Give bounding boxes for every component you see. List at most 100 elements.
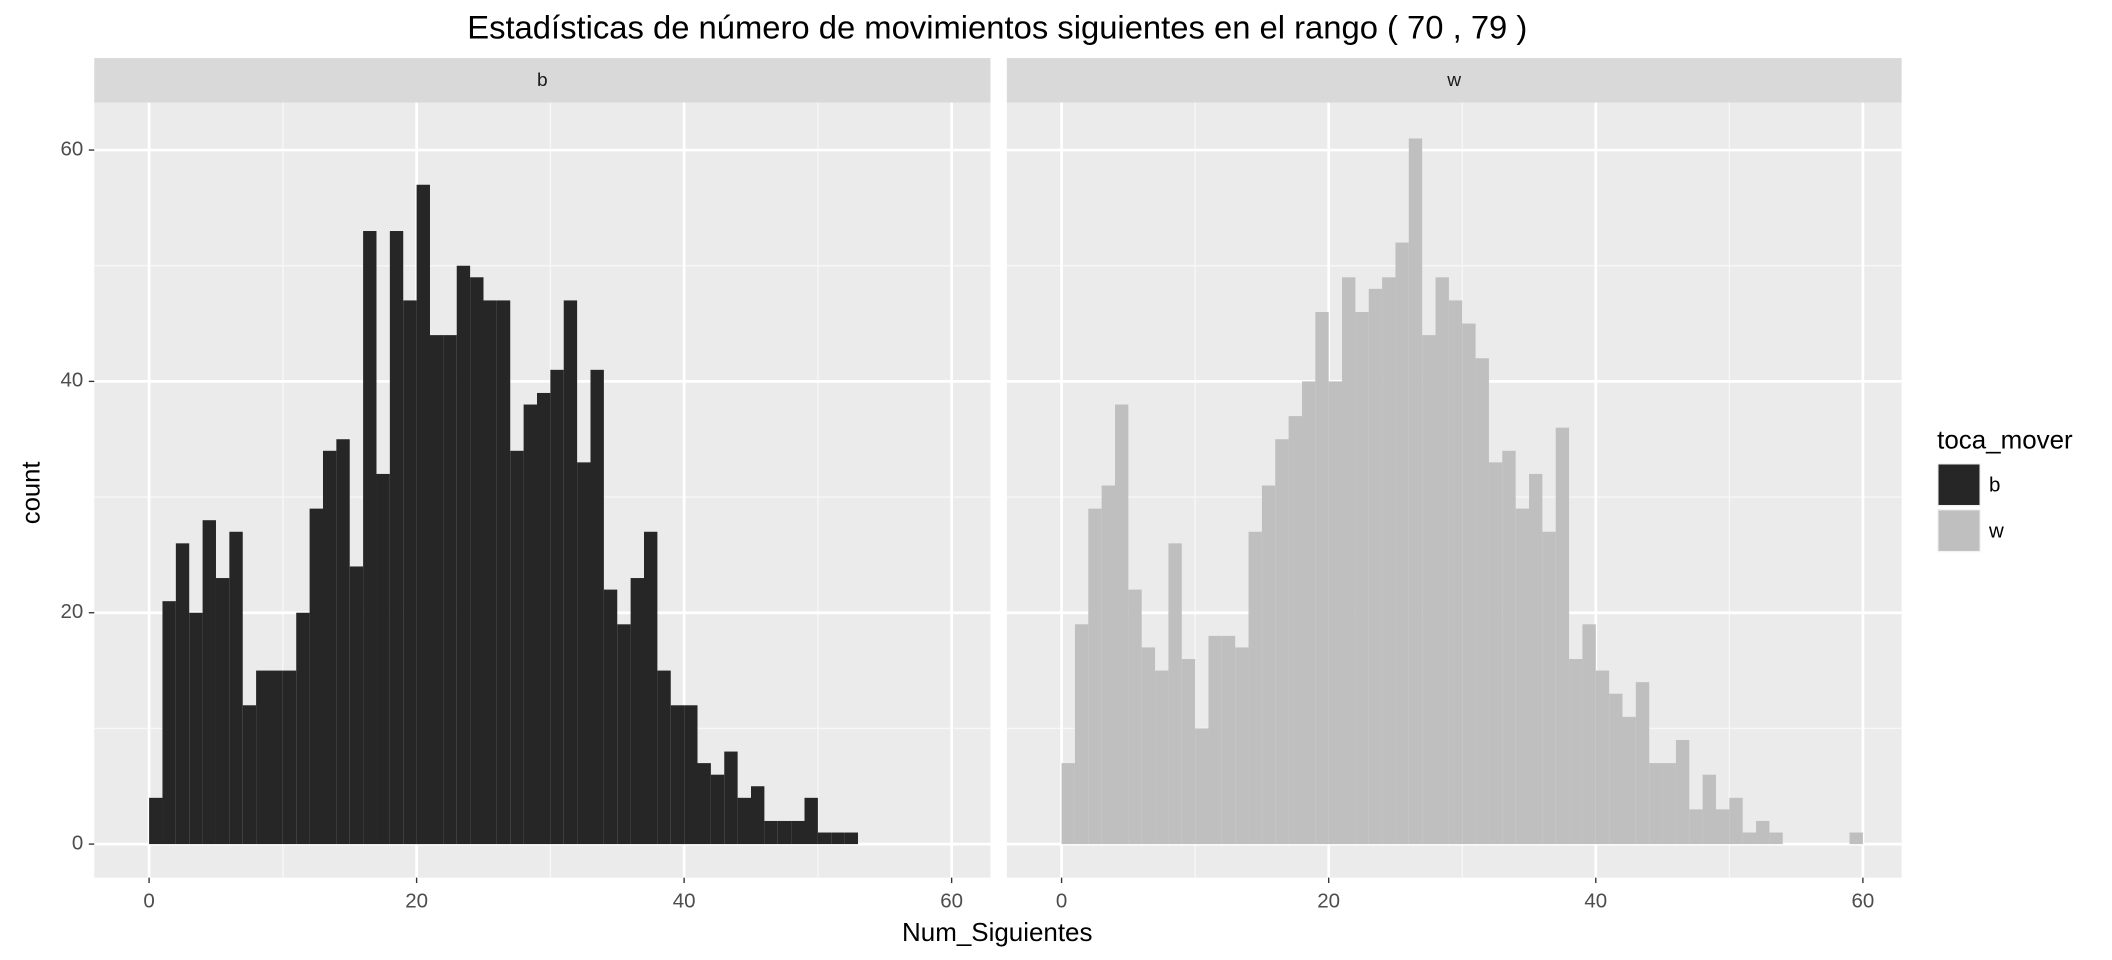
histogram-bar bbox=[1368, 288, 1383, 845]
legend-label: b bbox=[1989, 475, 2000, 497]
histogram-bar bbox=[1155, 670, 1169, 845]
histogram-bar bbox=[657, 670, 671, 845]
histogram-bar bbox=[242, 705, 257, 845]
y-tick-label: 40 bbox=[61, 370, 84, 392]
histogram-bar bbox=[162, 601, 176, 845]
histogram-bar bbox=[1248, 531, 1262, 845]
histogram-bar bbox=[724, 751, 738, 845]
y-axis-label: count bbox=[18, 461, 46, 524]
histogram-bar bbox=[643, 531, 658, 845]
histogram-bar bbox=[296, 612, 310, 845]
histogram-bar bbox=[456, 265, 471, 845]
x-tick-label: 40 bbox=[1584, 890, 1607, 912]
histogram-bar bbox=[189, 612, 203, 845]
histogram-bar bbox=[1382, 277, 1396, 845]
histogram-bar bbox=[403, 300, 417, 845]
histogram-bar bbox=[349, 566, 364, 845]
histogram-bar bbox=[630, 578, 644, 845]
histogram-bar bbox=[429, 335, 444, 845]
histogram-bar bbox=[1448, 300, 1463, 845]
histogram-bar bbox=[1635, 682, 1650, 845]
histogram-bar bbox=[1301, 381, 1316, 845]
histogram-bar bbox=[149, 797, 163, 845]
histogram-bar bbox=[470, 277, 484, 845]
histogram-bar bbox=[229, 531, 243, 845]
histogram-bar bbox=[1488, 462, 1503, 845]
histogram-bar bbox=[1141, 647, 1156, 845]
histogram-bar bbox=[1515, 508, 1530, 845]
histogram-bar bbox=[1208, 635, 1222, 845]
histogram-bar bbox=[1769, 832, 1783, 845]
histogram-bar bbox=[1275, 439, 1289, 845]
histogram-bar bbox=[1355, 311, 1369, 845]
y-tick-label: 60 bbox=[61, 138, 84, 160]
legend-label: w bbox=[1988, 520, 2004, 542]
histogram-bar bbox=[1462, 323, 1476, 845]
facet-label: b bbox=[537, 70, 548, 91]
histogram-bar bbox=[336, 439, 350, 845]
chart-title: Estadísticas de número de movimientos si… bbox=[467, 8, 1527, 45]
histogram-bar bbox=[322, 450, 337, 845]
histogram-bar bbox=[737, 797, 752, 845]
histogram-bar bbox=[523, 404, 537, 845]
histogram-bar bbox=[844, 832, 859, 845]
facet-strip bbox=[1006, 58, 1902, 103]
histogram-bar bbox=[1702, 774, 1716, 845]
histogram-bar bbox=[1101, 485, 1115, 845]
histogram-bar bbox=[817, 832, 832, 845]
histogram-bar bbox=[1181, 659, 1196, 845]
histogram-bar bbox=[1569, 659, 1583, 845]
histogram-bar bbox=[510, 450, 524, 845]
y-tick-label: 20 bbox=[61, 601, 84, 623]
histogram-bar bbox=[1529, 473, 1543, 845]
histogram-bar bbox=[804, 797, 818, 845]
x-tick-label: 60 bbox=[1851, 890, 1874, 912]
histogram-bar bbox=[1715, 809, 1730, 845]
histogram-bar bbox=[1088, 508, 1102, 845]
y-tick-label: 0 bbox=[72, 833, 83, 855]
histogram-bar bbox=[389, 231, 404, 845]
histogram-bar bbox=[1422, 335, 1436, 845]
histogram-bar bbox=[831, 832, 845, 845]
histogram-bar bbox=[1408, 138, 1423, 845]
histogram-bar bbox=[1595, 670, 1610, 845]
histogram-bar bbox=[590, 369, 604, 845]
histogram-bar bbox=[777, 820, 792, 845]
histogram-bar bbox=[1328, 381, 1343, 845]
x-tick-label: 20 bbox=[405, 890, 428, 912]
histogram-bar bbox=[1261, 485, 1276, 845]
histogram-bar bbox=[1221, 635, 1236, 845]
legend-title: toca_mover bbox=[1937, 426, 2073, 454]
histogram-bar bbox=[603, 589, 618, 845]
histogram-bar bbox=[1502, 450, 1516, 845]
histogram-bar bbox=[751, 786, 765, 845]
histogram-bar bbox=[1288, 416, 1302, 845]
histogram-bar bbox=[550, 369, 564, 845]
histogram-bar bbox=[536, 392, 551, 845]
x-tick-label: 0 bbox=[143, 890, 154, 912]
histogram-bar bbox=[577, 462, 591, 845]
histogram-bar bbox=[1756, 820, 1770, 845]
histogram-bar bbox=[617, 624, 631, 845]
histogram-bar bbox=[1542, 531, 1556, 845]
legend-swatch bbox=[1938, 510, 1980, 551]
facet-strip bbox=[94, 58, 991, 103]
histogram-bar bbox=[1729, 797, 1743, 845]
x-tick-label: 0 bbox=[1056, 890, 1067, 912]
histogram-bar bbox=[309, 508, 323, 845]
histogram-bar bbox=[443, 335, 457, 845]
histogram-bar bbox=[791, 820, 805, 845]
x-tick-label: 60 bbox=[940, 890, 963, 912]
histogram-bar bbox=[1061, 763, 1075, 845]
histogram-bar bbox=[175, 543, 190, 845]
x-tick-label: 20 bbox=[1317, 890, 1340, 912]
histogram-bar bbox=[1342, 277, 1356, 845]
histogram-bar bbox=[1609, 693, 1623, 845]
histogram-bar bbox=[376, 473, 390, 845]
histogram-bar bbox=[764, 820, 778, 845]
histogram-bar bbox=[256, 670, 270, 845]
histogram-bar bbox=[1235, 647, 1249, 845]
histogram-bar bbox=[1074, 624, 1089, 845]
legend-swatch bbox=[1938, 464, 1980, 505]
